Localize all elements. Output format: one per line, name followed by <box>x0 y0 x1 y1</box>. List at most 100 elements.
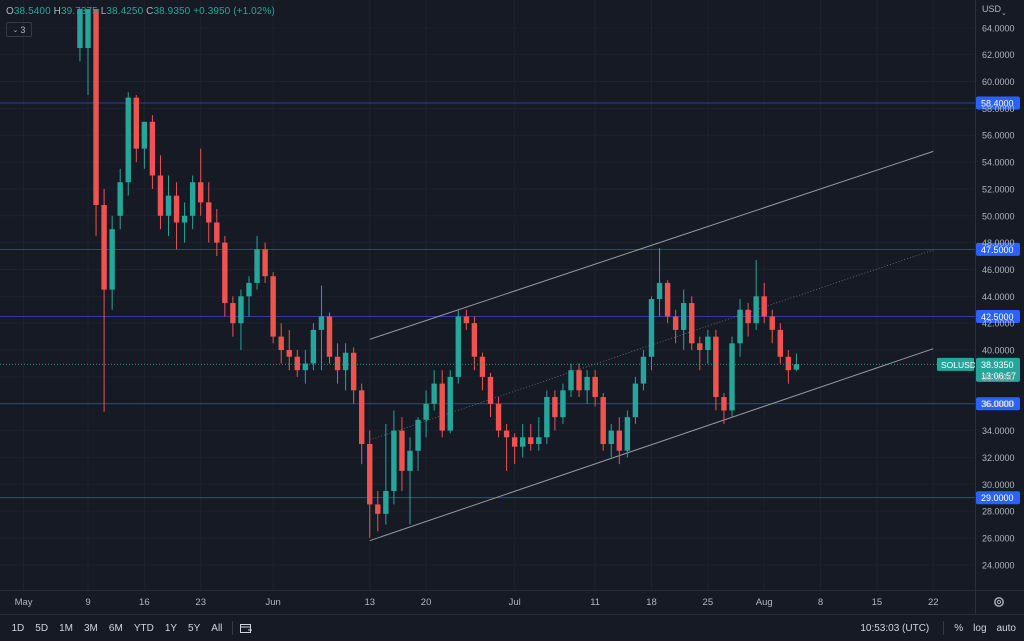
candle-body <box>157 175 164 216</box>
level-price-badge[interactable] <box>976 491 1020 505</box>
price-chart[interactable]: 58.4000 47.5000 42.5000 36.0000 29.0000 SOLU… <box>0 0 1024 614</box>
candle <box>568 363 574 398</box>
level-price-label: 36.0000 <box>981 399 1014 409</box>
candle-body <box>648 299 655 357</box>
indicators-toggle-button[interactable]: ⌄ 3 <box>6 22 32 37</box>
settings-gear-icon[interactable] <box>994 597 1004 607</box>
grid-lines <box>0 0 975 590</box>
range-5d-button[interactable]: 5D <box>35 622 49 634</box>
candle <box>600 392 606 451</box>
candle <box>729 336 735 418</box>
percent-scale-button[interactable]: % <box>954 622 964 634</box>
level-price-label: 58.4000 <box>981 99 1014 109</box>
range-1y-button[interactable]: 1Y <box>164 622 178 634</box>
candle-body <box>793 364 800 370</box>
candle <box>648 296 655 371</box>
candle <box>407 437 413 525</box>
price-tick-label: 28.0000 <box>982 507 1015 517</box>
range-ytd-button[interactable]: YTD <box>133 622 154 634</box>
currency-label[interactable]: USD <box>982 4 1002 14</box>
candle <box>77 9 83 62</box>
level-price-badge[interactable] <box>976 309 1020 323</box>
candle-body <box>479 356 486 377</box>
candle <box>584 370 590 404</box>
level-price-badge[interactable] <box>976 96 1020 110</box>
time-tick-label: 9 <box>85 597 90 608</box>
candle <box>576 363 582 398</box>
horizontal-levels[interactable]: 58.4000 47.5000 42.5000 36.0000 29.0000 <box>0 96 1020 505</box>
price-tick-label: 52.0000 <box>982 184 1015 194</box>
level-price-badge[interactable] <box>976 242 1020 256</box>
price-tick-label: 60.0000 <box>982 77 1015 87</box>
candle-body <box>640 356 647 384</box>
range-6m-button[interactable]: 6M <box>108 622 123 634</box>
candle-body <box>342 352 349 371</box>
log-scale-button[interactable]: log <box>973 622 987 634</box>
range-1m-button[interactable]: 1M <box>59 622 73 634</box>
price-axis[interactable]: 24.0000 26.0000 28.0000 30.0000 32.0000 34.00… <box>982 23 1015 570</box>
channel-upper-line[interactable] <box>369 150 934 340</box>
range-5y-button[interactable]: 5Y <box>188 622 201 634</box>
candle-body <box>133 97 139 149</box>
candle-body <box>568 370 574 391</box>
candle <box>495 397 502 438</box>
price-tick-label: 64.0000 <box>982 23 1015 33</box>
candle <box>334 343 341 384</box>
candles <box>77 9 800 538</box>
range-3m-button[interactable]: 3M <box>84 622 98 634</box>
candle <box>536 417 542 451</box>
candle-body <box>681 303 687 330</box>
price-tick-label: 54.0000 <box>982 158 1015 168</box>
symbol-badge[interactable] <box>937 357 974 371</box>
price-tick-label: 26.0000 <box>982 533 1015 543</box>
candle-body <box>745 309 751 324</box>
level-price-label: 29.0000 <box>981 493 1014 503</box>
candle-body <box>777 329 783 357</box>
candle <box>471 316 478 371</box>
clock-time[interactable]: 10:53:03 (UTC) <box>860 622 930 634</box>
change-value: +0.3950 (+1.02%) <box>193 6 275 17</box>
candle-body <box>206 202 212 223</box>
plot-area[interactable] <box>0 0 975 590</box>
currency-chevron-icon[interactable]: ⌄ <box>1001 9 1007 17</box>
candle <box>302 350 309 384</box>
candle <box>592 370 598 407</box>
candle-body <box>326 316 333 357</box>
candle <box>487 372 494 418</box>
candle-body <box>520 437 526 447</box>
last-price-badge[interactable] <box>976 357 1020 382</box>
candle-body <box>632 383 639 418</box>
range-all-button[interactable]: All <box>211 622 223 634</box>
price-tick-label: 38.0000 <box>982 372 1015 382</box>
time-axis[interactable]: May 9 16 23 Jun 13 20 Jul 11 18 25 Aug 8 15 22 <box>15 597 939 608</box>
candle-body <box>85 9 91 48</box>
candle <box>713 329 719 411</box>
candle-body <box>407 450 413 471</box>
candle-body <box>254 249 260 283</box>
candle-body <box>592 376 598 398</box>
candle-body <box>286 350 292 357</box>
date-range-calendar-icon[interactable] <box>239 622 253 634</box>
candle-body <box>125 97 131 183</box>
level-price-badge[interactable] <box>976 397 1020 411</box>
candle-body <box>672 316 679 330</box>
candle <box>189 175 196 230</box>
candle-body <box>93 9 99 206</box>
candle <box>528 423 534 451</box>
candle <box>230 296 236 337</box>
candle-body <box>729 343 735 411</box>
auto-scale-button[interactable]: auto <box>996 622 1016 634</box>
time-tick-label: 23 <box>195 597 206 608</box>
candle-body <box>463 316 470 324</box>
candle-body <box>214 222 220 243</box>
channel-lower-line[interactable] <box>369 348 934 542</box>
candle <box>681 289 687 351</box>
candle-body <box>391 430 397 491</box>
high-value: 39.7375 <box>60 6 98 17</box>
candle-body <box>624 417 631 451</box>
candle <box>399 417 405 491</box>
candle-body <box>600 397 606 445</box>
range-1d-button[interactable]: 1D <box>11 622 25 634</box>
price-tick-label: 46.0000 <box>982 265 1015 275</box>
